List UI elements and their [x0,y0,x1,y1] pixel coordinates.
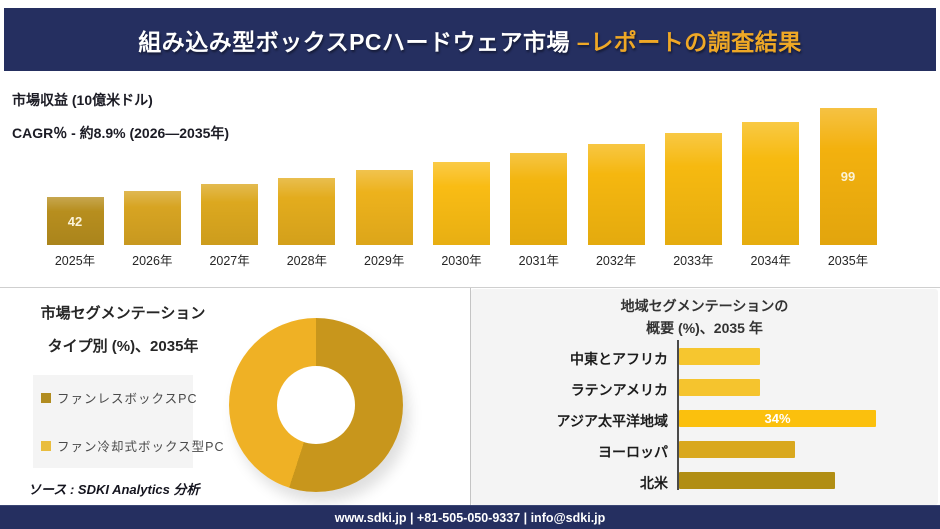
revenue-bar-2025年: 42 [46,197,104,245]
revenue-bar-2031年 [510,153,568,245]
region-chart-axis [677,340,679,490]
vertical-divider [470,288,471,505]
revenue-bar-2032年 [587,144,645,245]
region-bar-ヨーロッパ [679,441,795,458]
revenue-bar-2030年 [433,162,490,245]
region-title-line1: 地域セグメンテーションの [620,298,789,314]
page-title-accent: –レポートの調査結果 [570,28,802,55]
legend-swatch-fanless [41,392,51,403]
region-segmentation-panel: 地域セグメンテーションの 概要 (%)、2035 年 中東とアフリカ ラテンアメリ… [471,289,938,505]
type-donut-chart [229,318,403,492]
donut-hole [277,366,355,444]
region-label-アジア太平洋地域: アジア太平洋地域 [556,413,668,429]
x-axis-label-2035年: 2035年 [827,254,869,268]
bar-value-label: 99 [840,169,856,184]
type-legend: ファンレスボックスPC ファン冷却式ボックス型PC [33,375,224,468]
page-title-main: 組み込み型ボックスPCハードウェア市場 [138,28,571,55]
revenue-bar-2035年: 99 [819,108,877,245]
revenue-bar-2033年 [664,133,722,245]
region-bar-value-label: 34% [764,411,791,426]
region-segmentation-title: 地域セグメンテーションの 概要 (%)、2035 年 [471,295,938,339]
region-label-ラテンアメリカ: ラテンアメリカ [570,382,668,398]
region-bar-ラテンアメリカ [679,379,760,396]
page-title: 組み込み型ボックスPCハードウェア市場 –レポートの調査結果 [138,23,801,57]
x-axis-label-2028年: 2028年 [286,254,328,268]
revenue-bar-2034年 [742,122,800,245]
region-bar-中東とアフリカ [679,348,760,365]
region-title-line2: 概要 (%)、2035 年 [646,320,763,336]
x-axis-label-2034年: 2034年 [750,254,791,268]
type-segmentation-title-line2: タイプ別 (%)、2035年 [47,338,199,355]
region-label-ヨーロッパ: ヨーロッパ [598,444,668,460]
type-segmentation-title: 市場セグメンテーション タイプ別 (%)、2035年 [8,297,238,363]
revenue-bar-2028年 [278,178,336,245]
report-header: 組み込み型ボックスPCハードウェア市場 –レポートの調査結果 [4,8,936,71]
type-segmentation-title-line1: 市場セグメンテーション [40,305,206,322]
x-axis-label-2027年: 2027年 [209,254,250,268]
x-axis-label-2025年: 2025年 [54,254,96,268]
legend-label-fancooled: ファン冷却式ボックス型PC [57,440,225,454]
type-segmentation-panel: 市場セグメンテーション タイプ別 (%)、2035年 ファンレスボックスPC フ… [0,288,470,505]
x-axis-label-2026年: 2026年 [132,254,173,268]
legend-label-fanless: ファンレスボックスPC [57,392,198,406]
revenue-bar-2027年 [201,184,259,245]
revenue-chart-section: 市場収益 (10億米ドル) CAGR％ - 約8.9% (2026―2035年)… [0,71,940,288]
bar-value-label: 42 [67,213,83,229]
source-attribution: ソース : SDKI Analytics 分析 [28,482,200,497]
footer-bar: www.sdki.jp | +81-505-050-9337 | info@sd… [0,505,940,529]
x-axis-label-2033年: 2033年 [673,254,714,268]
region-bar-北米 [679,472,835,489]
legend-item-fancooled: ファン冷却式ボックス型PC [41,436,224,455]
region-label-中東とアフリカ: 中東とアフリカ [570,351,668,367]
revenue-cagr-subtitle: CAGR％ - 約8.9% (2026―2035年) [12,125,230,141]
horizontal-divider [0,287,940,288]
footer-contact-text: www.sdki.jp | +81-505-050-9337 | info@sd… [334,510,606,525]
x-axis-label-2032年: 2032年 [595,254,637,268]
revenue-bar-2026年 [123,191,181,245]
revenue-bar-2029年 [355,170,413,245]
revenue-chart-title: 市場収益 (10億米ドル) [12,92,153,108]
x-axis-label-2030年: 2030年 [441,254,482,268]
region-label-北米: 北米 [640,475,668,491]
region-bar-アジア太平洋地域: 34% [679,410,876,427]
x-axis-label-2031年: 2031年 [518,254,559,268]
legend-item-fanless: ファンレスボックスPC [41,388,197,407]
x-axis-label-2029年: 2029年 [364,254,405,268]
legend-swatch-fancooled [41,440,51,451]
